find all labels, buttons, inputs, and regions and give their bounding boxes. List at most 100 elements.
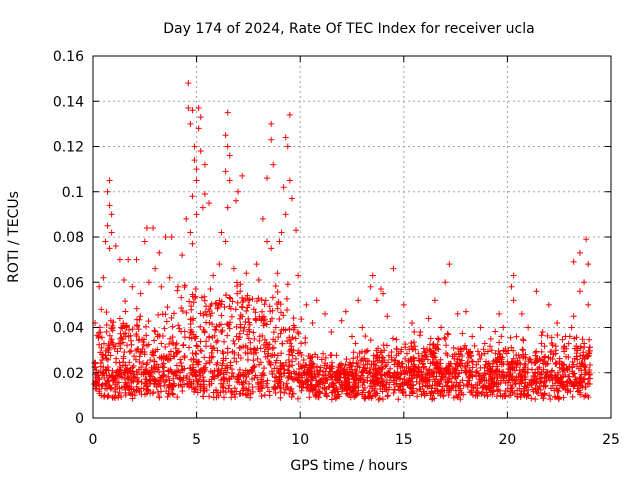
data-point	[290, 326, 297, 333]
data-point	[581, 344, 588, 351]
data-point	[487, 335, 494, 342]
data-point	[384, 393, 391, 400]
data-point	[249, 376, 256, 383]
data-point	[274, 270, 281, 277]
data-point	[230, 373, 237, 380]
data-point	[170, 391, 177, 398]
data-point	[193, 211, 200, 218]
data-point	[384, 392, 391, 399]
data-point	[197, 323, 204, 330]
data-point	[130, 378, 137, 385]
data-point	[559, 336, 566, 343]
data-point	[445, 331, 452, 338]
data-point	[227, 295, 234, 302]
data-point	[542, 353, 549, 360]
data-point	[508, 283, 515, 290]
data-point	[220, 387, 227, 394]
data-point	[171, 310, 177, 317]
data-point	[505, 347, 512, 354]
data-point	[435, 346, 442, 353]
data-point	[352, 340, 359, 347]
data-point	[199, 393, 206, 400]
data-point	[252, 309, 259, 316]
data-point	[160, 368, 167, 375]
data-point	[213, 339, 220, 346]
data-point	[215, 371, 222, 378]
data-point	[496, 310, 503, 317]
data-point	[304, 384, 311, 391]
data-point	[216, 261, 223, 268]
data-point	[477, 372, 484, 379]
data-point	[362, 333, 369, 340]
data-point	[162, 311, 169, 318]
data-point	[334, 368, 341, 375]
data-point	[398, 360, 405, 367]
data-point	[254, 355, 261, 362]
data-point	[364, 347, 371, 354]
data-point	[322, 310, 329, 317]
data-point	[584, 392, 591, 399]
data-point	[480, 384, 487, 391]
data-point	[469, 373, 476, 380]
data-point	[381, 347, 388, 354]
data-point	[298, 316, 305, 323]
data-point	[368, 395, 375, 402]
data-point	[98, 392, 105, 399]
data-point	[390, 390, 397, 397]
data-point	[145, 318, 152, 325]
data-point	[476, 376, 483, 383]
data-point	[224, 204, 231, 211]
data-point	[440, 367, 447, 374]
data-point	[251, 346, 258, 353]
data-point	[179, 366, 186, 373]
data-point	[110, 393, 117, 400]
data-point	[112, 243, 119, 250]
data-point	[286, 363, 293, 370]
data-point	[220, 355, 227, 362]
data-point	[228, 366, 235, 373]
data-point	[149, 349, 156, 356]
data-point	[569, 370, 576, 377]
data-point	[464, 350, 471, 357]
data-point	[306, 361, 313, 368]
data-point	[379, 365, 386, 372]
data-point	[160, 355, 167, 362]
data-point	[312, 391, 319, 398]
data-point	[156, 369, 163, 376]
data-point	[475, 358, 482, 365]
data-point	[254, 374, 261, 381]
data-point	[487, 383, 494, 390]
data-point	[320, 350, 327, 357]
data-point	[287, 346, 294, 353]
data-point	[200, 326, 207, 333]
data-point	[156, 249, 163, 256]
data-point	[143, 386, 150, 393]
data-point	[221, 375, 228, 382]
data-point	[149, 376, 156, 383]
x-tick-label: 15	[395, 432, 413, 448]
data-point	[166, 274, 173, 281]
data-point	[167, 382, 174, 389]
data-point	[413, 374, 420, 381]
data-point	[108, 211, 115, 218]
data-point	[528, 395, 535, 402]
data-point	[372, 372, 379, 379]
data-point	[170, 382, 177, 389]
data-point	[164, 304, 171, 311]
data-point	[385, 359, 392, 366]
data-point	[434, 341, 441, 348]
data-point	[487, 366, 494, 373]
data-point	[216, 297, 223, 304]
data-point	[409, 367, 416, 374]
data-point	[272, 282, 279, 289]
data-point	[559, 383, 566, 390]
data-point	[326, 364, 333, 371]
data-point	[226, 177, 233, 184]
data-point	[409, 319, 416, 326]
data-point	[375, 357, 382, 364]
data-point	[495, 386, 502, 393]
data-point	[167, 348, 174, 355]
data-point	[292, 335, 299, 342]
data-point	[417, 329, 424, 336]
data-point	[190, 299, 197, 306]
